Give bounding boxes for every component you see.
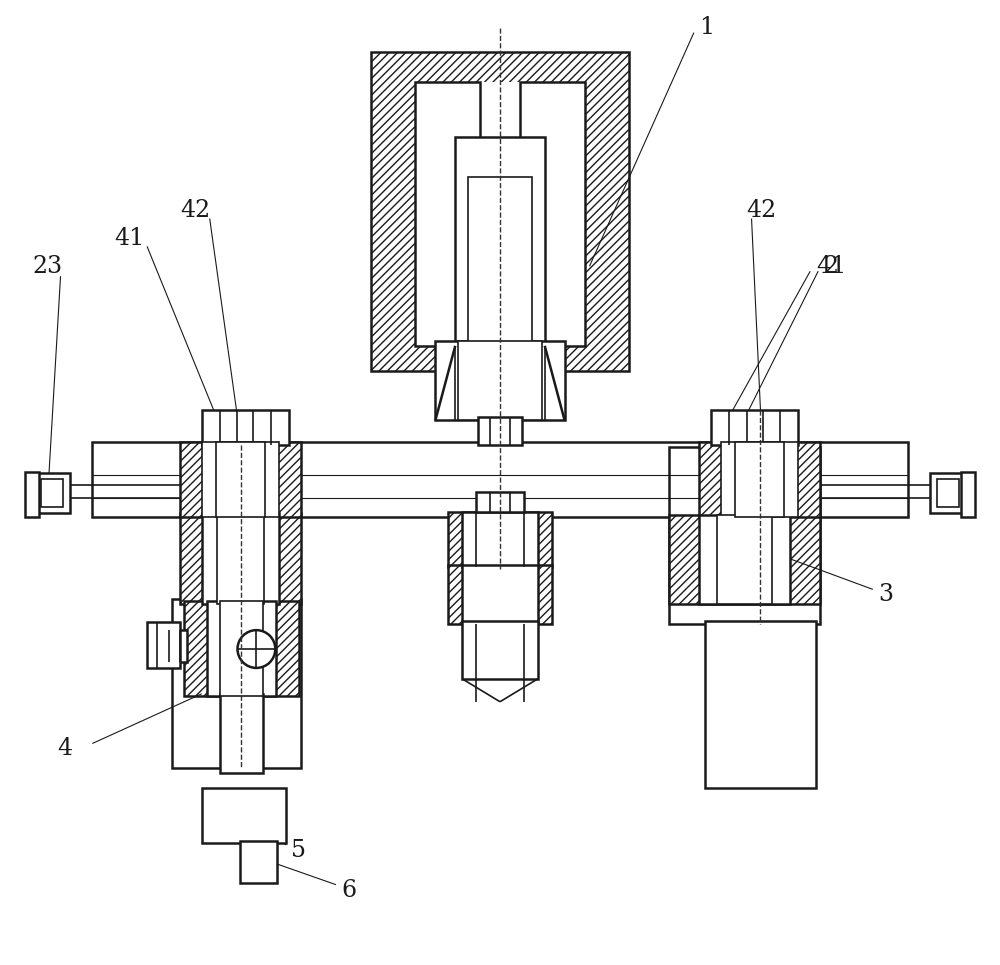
Circle shape — [238, 630, 275, 668]
Bar — [468, 177, 532, 345]
Bar — [930, 473, 967, 512]
Text: 4: 4 — [58, 737, 73, 760]
Bar — [147, 622, 180, 668]
Bar — [371, 52, 629, 371]
Bar — [202, 512, 279, 604]
Bar — [41, 479, 63, 507]
Bar — [92, 442, 908, 517]
Bar — [937, 479, 959, 507]
Bar — [220, 601, 263, 696]
Bar — [717, 514, 772, 604]
Bar — [705, 621, 816, 788]
Bar — [220, 694, 263, 773]
Bar — [180, 512, 301, 604]
Bar — [735, 442, 784, 517]
Bar — [462, 565, 538, 624]
Bar — [435, 341, 565, 421]
Bar — [172, 599, 301, 768]
Bar — [455, 137, 545, 345]
Bar — [721, 442, 798, 517]
Bar — [415, 82, 480, 345]
Text: 2: 2 — [823, 255, 838, 278]
Bar — [184, 601, 299, 696]
Bar — [520, 82, 585, 345]
Bar — [462, 511, 538, 566]
Bar — [699, 442, 820, 517]
Bar — [202, 788, 286, 842]
Bar — [448, 565, 552, 624]
Text: 42: 42 — [747, 199, 777, 222]
Bar — [33, 473, 70, 512]
Bar — [207, 601, 276, 696]
Bar — [240, 841, 277, 883]
Bar — [699, 514, 790, 604]
Bar — [415, 82, 585, 345]
Text: 6: 6 — [341, 879, 356, 902]
Bar — [25, 472, 39, 517]
Bar — [478, 418, 522, 445]
Text: 3: 3 — [878, 583, 893, 606]
Bar — [202, 410, 289, 445]
Bar — [462, 621, 538, 678]
Bar — [202, 442, 279, 517]
Text: 1: 1 — [699, 16, 714, 40]
Bar — [159, 630, 187, 662]
Bar — [669, 514, 820, 604]
Bar — [476, 492, 524, 511]
Text: 5: 5 — [291, 840, 306, 863]
Bar — [458, 341, 542, 421]
Bar — [216, 442, 265, 517]
Bar — [711, 410, 798, 445]
Bar — [961, 472, 975, 517]
Bar — [180, 442, 301, 517]
Text: 23: 23 — [33, 255, 63, 278]
Text: 41: 41 — [114, 227, 144, 250]
Bar — [669, 447, 820, 624]
Text: 41: 41 — [816, 255, 846, 278]
Bar — [448, 511, 552, 566]
Text: 42: 42 — [180, 199, 210, 222]
Bar — [217, 512, 264, 604]
